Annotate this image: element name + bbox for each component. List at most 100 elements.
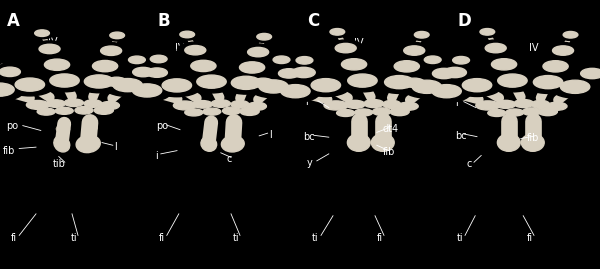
Ellipse shape bbox=[424, 65, 464, 82]
Ellipse shape bbox=[560, 80, 590, 93]
Ellipse shape bbox=[538, 108, 557, 116]
Ellipse shape bbox=[523, 108, 541, 115]
Ellipse shape bbox=[270, 80, 320, 102]
Text: ti: ti bbox=[233, 233, 239, 243]
Ellipse shape bbox=[191, 60, 216, 72]
Ellipse shape bbox=[296, 56, 313, 64]
Ellipse shape bbox=[94, 106, 113, 114]
Text: ti: ti bbox=[71, 233, 77, 243]
Text: fib: fib bbox=[383, 147, 395, 157]
Text: tib: tib bbox=[53, 159, 65, 169]
Ellipse shape bbox=[418, 53, 447, 66]
Ellipse shape bbox=[15, 78, 44, 91]
Ellipse shape bbox=[211, 100, 230, 107]
Ellipse shape bbox=[182, 56, 225, 76]
Text: po: po bbox=[156, 121, 168, 132]
Ellipse shape bbox=[402, 76, 452, 98]
Ellipse shape bbox=[29, 27, 55, 39]
Ellipse shape bbox=[396, 43, 432, 59]
Ellipse shape bbox=[485, 43, 506, 53]
Ellipse shape bbox=[122, 53, 151, 66]
Ellipse shape bbox=[92, 61, 118, 72]
Ellipse shape bbox=[332, 55, 376, 74]
Ellipse shape bbox=[581, 68, 600, 79]
Ellipse shape bbox=[100, 101, 119, 109]
Ellipse shape bbox=[325, 26, 350, 37]
Ellipse shape bbox=[301, 74, 351, 97]
Ellipse shape bbox=[415, 31, 429, 38]
Text: fi: fi bbox=[159, 233, 165, 243]
Ellipse shape bbox=[284, 63, 323, 81]
Text: IV: IV bbox=[48, 37, 58, 47]
Ellipse shape bbox=[259, 80, 288, 93]
Ellipse shape bbox=[335, 43, 356, 53]
Ellipse shape bbox=[203, 108, 221, 115]
Ellipse shape bbox=[290, 54, 319, 67]
Ellipse shape bbox=[397, 75, 433, 91]
Ellipse shape bbox=[93, 43, 129, 59]
Text: IV: IV bbox=[354, 38, 364, 48]
Text: l: l bbox=[455, 98, 458, 108]
Ellipse shape bbox=[44, 59, 70, 70]
Ellipse shape bbox=[533, 76, 563, 89]
Ellipse shape bbox=[371, 134, 394, 151]
Ellipse shape bbox=[245, 75, 281, 91]
Ellipse shape bbox=[404, 78, 425, 88]
Ellipse shape bbox=[239, 62, 265, 73]
Text: c: c bbox=[467, 159, 472, 169]
Ellipse shape bbox=[278, 69, 299, 78]
Text: fi: fi bbox=[11, 233, 17, 243]
Ellipse shape bbox=[364, 100, 384, 108]
Ellipse shape bbox=[110, 32, 125, 39]
Ellipse shape bbox=[248, 47, 269, 57]
Ellipse shape bbox=[32, 41, 68, 57]
Ellipse shape bbox=[435, 63, 475, 81]
Ellipse shape bbox=[139, 65, 175, 81]
Text: IV: IV bbox=[175, 43, 185, 54]
Ellipse shape bbox=[341, 59, 367, 70]
Ellipse shape bbox=[330, 29, 344, 35]
Ellipse shape bbox=[281, 85, 310, 98]
Text: C: C bbox=[307, 12, 319, 30]
Ellipse shape bbox=[0, 52, 4, 65]
Ellipse shape bbox=[346, 100, 365, 108]
Ellipse shape bbox=[150, 55, 167, 63]
Ellipse shape bbox=[74, 70, 124, 93]
Ellipse shape bbox=[162, 79, 191, 92]
Text: bc: bc bbox=[455, 131, 466, 141]
Ellipse shape bbox=[221, 72, 271, 94]
Text: y: y bbox=[307, 158, 313, 168]
Ellipse shape bbox=[85, 75, 114, 88]
Ellipse shape bbox=[534, 57, 577, 76]
Ellipse shape bbox=[487, 69, 538, 92]
Ellipse shape bbox=[133, 84, 162, 97]
Ellipse shape bbox=[424, 56, 441, 63]
Ellipse shape bbox=[478, 40, 514, 56]
Ellipse shape bbox=[547, 102, 567, 110]
Ellipse shape bbox=[56, 125, 70, 133]
Ellipse shape bbox=[355, 109, 373, 116]
Ellipse shape bbox=[83, 124, 97, 132]
Ellipse shape bbox=[0, 67, 20, 76]
Text: fib: fib bbox=[527, 133, 539, 143]
Ellipse shape bbox=[98, 74, 134, 90]
Text: c: c bbox=[227, 154, 232, 164]
Ellipse shape bbox=[273, 56, 290, 63]
Ellipse shape bbox=[46, 100, 65, 107]
Ellipse shape bbox=[76, 135, 100, 153]
Ellipse shape bbox=[0, 83, 14, 96]
Ellipse shape bbox=[337, 109, 355, 116]
Ellipse shape bbox=[185, 45, 206, 55]
Ellipse shape bbox=[498, 74, 527, 87]
Ellipse shape bbox=[463, 79, 492, 92]
Text: B: B bbox=[157, 12, 170, 30]
Ellipse shape bbox=[231, 101, 249, 108]
Ellipse shape bbox=[550, 76, 600, 98]
Ellipse shape bbox=[39, 44, 60, 54]
Ellipse shape bbox=[553, 46, 574, 55]
Ellipse shape bbox=[37, 108, 55, 115]
Ellipse shape bbox=[0, 78, 25, 101]
Ellipse shape bbox=[54, 136, 70, 152]
Text: fi: fi bbox=[527, 233, 533, 243]
Ellipse shape bbox=[373, 108, 391, 115]
